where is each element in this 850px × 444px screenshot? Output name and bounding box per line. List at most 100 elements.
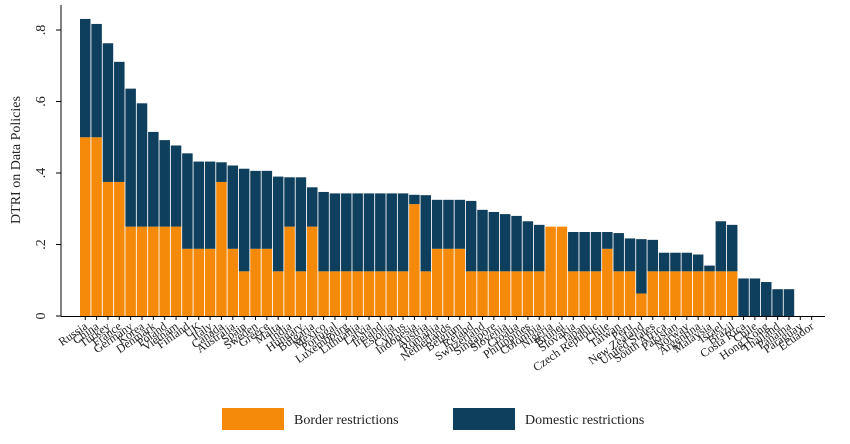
bar-border-restrictions bbox=[443, 248, 454, 316]
bar-border-restrictions bbox=[681, 271, 693, 316]
bar-border-restrictions bbox=[545, 226, 556, 316]
bar-domestic-restrictions bbox=[522, 221, 534, 272]
bar-border-restrictions bbox=[375, 271, 386, 316]
bar-domestic-restrictions bbox=[125, 88, 136, 227]
legend-swatch-domestic bbox=[453, 408, 515, 430]
bar-border-restrictions bbox=[329, 271, 341, 316]
bar-border-restrictions bbox=[488, 271, 500, 316]
bar-domestic-restrictions bbox=[420, 195, 431, 272]
bar-border-restrictions bbox=[363, 271, 375, 316]
bar-domestic-restrictions bbox=[284, 177, 295, 227]
bar-border-restrictions bbox=[102, 181, 114, 316]
bar-domestic-restrictions bbox=[534, 224, 545, 272]
bar-border-restrictions bbox=[465, 271, 477, 316]
bar-domestic-restrictions bbox=[613, 233, 624, 272]
bar-domestic-restrictions bbox=[761, 282, 772, 316]
bar-border-restrictions bbox=[590, 271, 602, 316]
bar-border-restrictions bbox=[238, 271, 250, 316]
bar-domestic-restrictions bbox=[272, 176, 284, 272]
bar-border-restrictions bbox=[352, 271, 363, 316]
bar-domestic-restrictions bbox=[738, 278, 749, 316]
bar-domestic-restrictions bbox=[749, 278, 761, 316]
bar-domestic-restrictions bbox=[386, 193, 397, 272]
bar-domestic-restrictions bbox=[329, 193, 341, 272]
bar-border-restrictions bbox=[182, 248, 193, 316]
bar-domestic-restrictions bbox=[159, 140, 170, 227]
bar-domestic-restrictions bbox=[295, 177, 307, 272]
bar-border-restrictions bbox=[204, 248, 216, 316]
y-tick-label: .4 bbox=[34, 168, 49, 179]
bar-border-restrictions bbox=[499, 271, 511, 316]
y-tick-label: .8 bbox=[34, 25, 49, 35]
bar-domestic-restrictions bbox=[647, 239, 658, 272]
bar-domestic-restrictions bbox=[250, 170, 261, 249]
y-tick-label: .2 bbox=[34, 239, 49, 250]
bar-border-restrictions bbox=[692, 271, 704, 316]
bar-border-restrictions bbox=[250, 248, 261, 316]
bar-border-restrictions bbox=[636, 293, 647, 316]
bar-border-restrictions bbox=[658, 271, 670, 316]
bar-domestic-restrictions bbox=[590, 231, 602, 272]
legend-label-domestic: Domestic restrictions bbox=[525, 413, 644, 428]
bar-border-restrictions bbox=[159, 226, 170, 316]
bar-border-restrictions bbox=[726, 271, 738, 316]
bar-domestic-restrictions bbox=[80, 18, 91, 138]
bar-border-restrictions bbox=[556, 226, 568, 316]
bar-domestic-restrictions bbox=[636, 239, 647, 294]
bar-border-restrictions bbox=[261, 248, 273, 316]
y-tick-label: .6 bbox=[34, 96, 49, 107]
y-axis-title: DTRI on Data Policies bbox=[9, 96, 24, 224]
bar-border-restrictions bbox=[227, 248, 239, 316]
bar-domestic-restrictions bbox=[307, 187, 318, 227]
bar-border-restrictions bbox=[91, 137, 102, 316]
bar-domestic-restrictions bbox=[409, 194, 420, 205]
bar-border-restrictions bbox=[216, 181, 227, 316]
bar-domestic-restrictions bbox=[477, 209, 488, 272]
bar-domestic-restrictions bbox=[602, 231, 613, 249]
bar-border-restrictions bbox=[420, 271, 431, 316]
bar-border-restrictions bbox=[295, 271, 307, 316]
bar-border-restrictions bbox=[397, 271, 409, 316]
bar-domestic-restrictions bbox=[397, 193, 409, 272]
bar-domestic-restrictions bbox=[261, 170, 273, 249]
legend-swatch-border bbox=[222, 408, 284, 430]
bar-domestic-restrictions bbox=[114, 61, 125, 182]
bar-domestic-restrictions bbox=[182, 153, 193, 249]
bar-border-restrictions bbox=[647, 271, 658, 316]
legend-label-border: Border restrictions bbox=[294, 413, 399, 428]
bar-domestic-restrictions bbox=[352, 193, 363, 272]
bar-border-restrictions bbox=[272, 271, 284, 316]
bar-domestic-restrictions bbox=[238, 168, 250, 272]
bar-border-restrictions bbox=[715, 271, 727, 316]
bar-domestic-restrictions bbox=[658, 252, 670, 272]
bar-border-restrictions bbox=[409, 204, 420, 316]
bar-border-restrictions bbox=[193, 248, 204, 316]
bar-domestic-restrictions bbox=[216, 162, 227, 182]
bar-domestic-restrictions bbox=[624, 238, 636, 272]
bar-domestic-restrictions bbox=[91, 23, 102, 138]
bar-domestic-restrictions bbox=[431, 199, 443, 249]
bar-border-restrictions bbox=[431, 248, 443, 316]
bar-domestic-restrictions bbox=[341, 193, 352, 272]
bar-border-restrictions bbox=[341, 271, 352, 316]
bar-domestic-restrictions bbox=[704, 265, 715, 272]
bar-border-restrictions bbox=[148, 226, 159, 316]
bar-border-restrictions bbox=[511, 271, 522, 316]
bar-domestic-restrictions bbox=[102, 43, 114, 182]
bar-border-restrictions bbox=[136, 226, 148, 316]
bar-border-restrictions bbox=[602, 248, 613, 316]
bar-border-restrictions bbox=[568, 271, 579, 316]
bar-border-restrictions bbox=[318, 271, 329, 316]
bar-domestic-restrictions bbox=[204, 161, 216, 249]
bar-border-restrictions bbox=[114, 181, 125, 316]
bar-border-restrictions bbox=[522, 271, 534, 316]
bar-domestic-restrictions bbox=[579, 231, 590, 272]
bar-domestic-restrictions bbox=[363, 193, 375, 272]
bar-domestic-restrictions bbox=[318, 191, 329, 272]
bar-border-restrictions bbox=[613, 271, 624, 316]
bar-domestic-restrictions bbox=[499, 214, 511, 272]
bar-domestic-restrictions bbox=[692, 254, 704, 272]
bar-domestic-restrictions bbox=[193, 161, 204, 249]
